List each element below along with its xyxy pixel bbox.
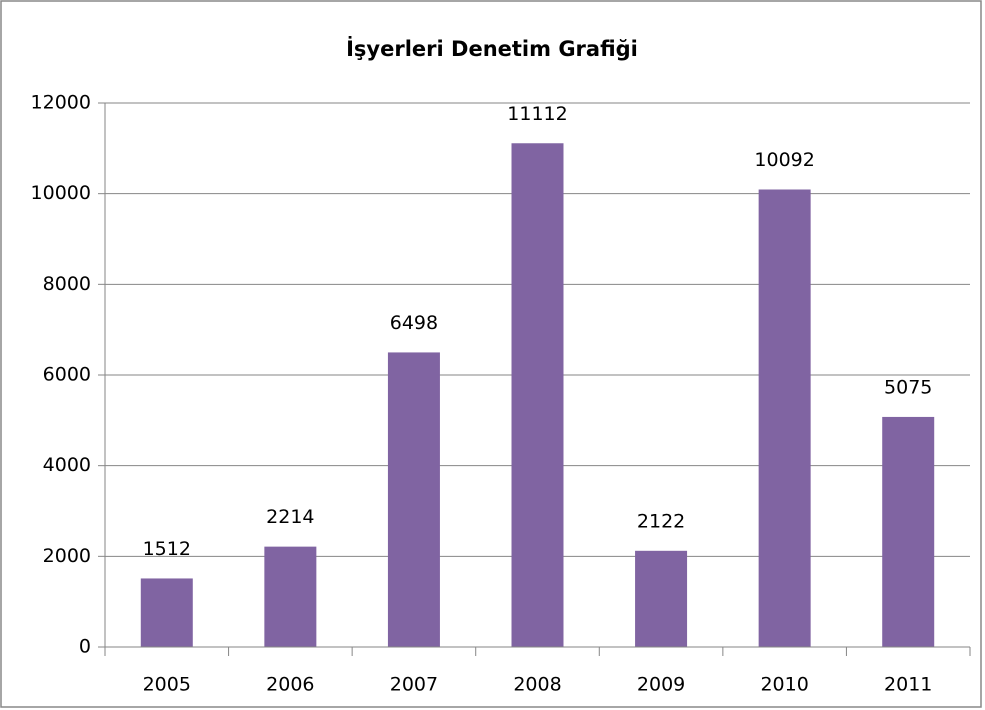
bar [140, 578, 193, 647]
chart-title: İşyerleri Denetim Grafiği [346, 36, 638, 61]
bar [264, 546, 317, 647]
y-tick-label: 6000 [43, 364, 91, 386]
bar [882, 416, 935, 647]
bar [387, 352, 440, 647]
x-tick-label: 2007 [390, 674, 438, 696]
x-tick-label: 2008 [513, 674, 561, 696]
data-label: 1512 [143, 538, 191, 560]
data-label: 6498 [390, 312, 438, 334]
y-tick-label: 10000 [31, 182, 91, 204]
x-tick-label: 2010 [760, 674, 808, 696]
data-label: 11112 [507, 103, 567, 125]
bar [635, 550, 688, 647]
y-tick-label: 4000 [43, 454, 91, 476]
y-tick-label: 0 [79, 636, 91, 658]
y-tick-label: 8000 [43, 273, 91, 295]
bar [758, 189, 811, 647]
x-tick-label: 2006 [266, 674, 314, 696]
bar [511, 143, 564, 648]
y-tick-label: 2000 [43, 545, 91, 567]
data-label: 2214 [266, 506, 314, 528]
data-label: 10092 [754, 149, 814, 171]
y-tick-label: 12000 [31, 92, 91, 114]
data-label: 5075 [884, 376, 932, 398]
x-tick-label: 2011 [884, 674, 932, 696]
data-label: 2122 [637, 510, 685, 532]
x-tick-label: 2009 [637, 674, 685, 696]
x-tick-label: 2005 [143, 674, 191, 696]
